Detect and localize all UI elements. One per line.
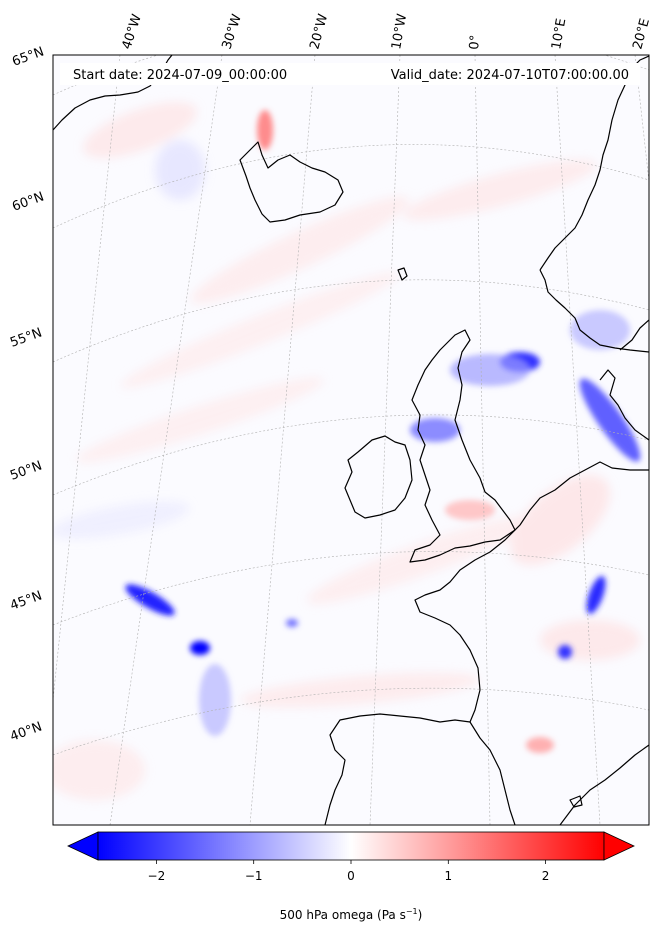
colorbar-gradient [97, 831, 605, 861]
colorbar-label: 500 hPa omega (Pa s−1) [280, 907, 423, 922]
colorbar-tick-label: 2 [542, 869, 550, 883]
graticule [53, 55, 649, 825]
lat-label-60n: 60°N [10, 189, 46, 214]
lat-label-40n: 40°N [8, 719, 44, 744]
lon-label-20e: 20°E [630, 17, 653, 51]
colorbar: −2 −1 0 1 2 500 hPa omega (Pa s−1) [67, 831, 635, 922]
colorbar-tick-label: −1 [245, 869, 263, 883]
colorbar-ticks: −2 −1 0 1 2 [148, 860, 550, 883]
colorbar-tick-label: 1 [444, 869, 452, 883]
colorbar-extend-low [67, 831, 99, 861]
lon-label-30w: 30°W [220, 12, 245, 51]
start-date-label: Start date: 2024-07-09_00:00:00 [73, 68, 287, 83]
longitude-labels: 40°W 30°W 20°W 10°W 0° 10°E 20°E [120, 12, 653, 51]
valid-date-label: Valid_date: 2024-07-10T07:00:00.00 [391, 68, 629, 83]
colorbar-extend-high [603, 831, 635, 861]
lon-label-10w: 10°W [389, 13, 410, 51]
lon-label-0: 0° [467, 34, 483, 50]
colorbar-tick-label: −2 [148, 869, 166, 883]
omega-field [53, 55, 649, 825]
colorbar-label-main: 500 hPa omega (Pa s [280, 908, 406, 922]
lat-label-50n: 50°N [8, 458, 44, 483]
lat-label-65n: 65°N [10, 44, 46, 69]
map-panel: Start date: 2024-07-09_00:00:00 Valid_da… [52, 54, 650, 826]
lon-label-10e: 10°E [549, 17, 569, 50]
colorbar-tick-label: 0 [347, 869, 355, 883]
colorbar-label-close: ) [418, 908, 423, 922]
lat-label-55n: 55°N [8, 325, 44, 350]
lon-label-40w: 40°W [120, 12, 145, 51]
lon-label-20w: 20°W [307, 12, 331, 51]
latitude-labels: 65°N 60°N 55°N 50°N 45°N 40°N [8, 44, 46, 744]
lat-label-45n: 45°N [8, 588, 44, 613]
colorbar-label-sup: −1 [406, 907, 418, 916]
